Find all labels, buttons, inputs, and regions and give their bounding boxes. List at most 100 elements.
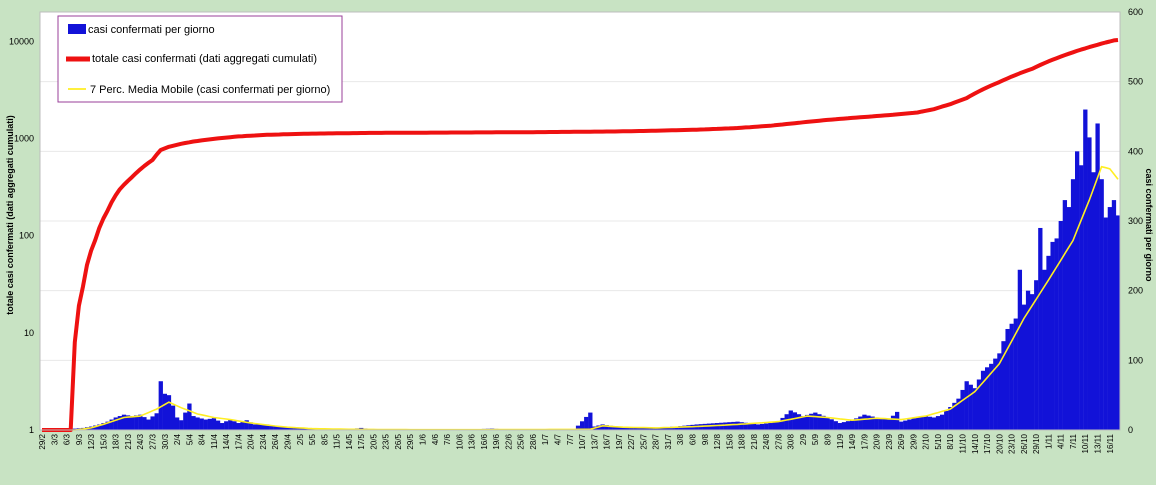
x-date-label-144: 22/7	[627, 433, 636, 449]
bar-day-63	[297, 428, 303, 430]
cumulative-layer	[42, 38, 1119, 432]
y-left-tick-0: 1	[29, 425, 34, 435]
x-date-label-204: 20/9	[873, 433, 882, 449]
x-date-label-126: 4/7	[554, 433, 563, 445]
bar-day-229	[976, 379, 982, 430]
x-date-label-111: 19/6	[492, 433, 501, 449]
bar-day-241	[1025, 290, 1031, 430]
bar-day-147	[641, 427, 646, 430]
y-left-tick-4: 10000	[9, 36, 34, 46]
bar-day-185	[796, 414, 802, 430]
bar-day-223	[952, 402, 957, 430]
bar-day-143	[625, 426, 630, 430]
bar-day-239	[1017, 269, 1023, 430]
x-date-label-153: 31/7	[664, 433, 673, 449]
x-date-label-33: 2/4	[173, 433, 182, 445]
bar-day-175	[755, 424, 761, 430]
bar-day-173	[747, 423, 753, 430]
bar-day-56	[269, 425, 274, 430]
bar-day-182	[784, 414, 789, 430]
bar-day-186	[800, 416, 806, 430]
bar-day-197	[845, 421, 851, 430]
bar-day-51	[248, 422, 253, 430]
bar-day-132	[580, 421, 585, 430]
bar-day-188	[809, 413, 814, 430]
bar-day-258	[1095, 123, 1100, 430]
bar-day-151	[657, 427, 663, 430]
legend: casi confermati per giorno totale casi c…	[57, 15, 343, 103]
x-date-label-165: 12/8	[713, 433, 722, 449]
bar-day-24	[138, 414, 143, 430]
x-date-label-72: 11/5	[333, 433, 342, 449]
bar-day-243	[1034, 280, 1039, 430]
x-date-label-9: 9/3	[75, 433, 84, 445]
x-date-label-30: 30/3	[161, 433, 170, 449]
x-date-label-189: 5/9	[811, 433, 820, 445]
moving-average-layer	[42, 165, 1119, 431]
bar-day-246	[1046, 255, 1051, 430]
x-date-label-222: 8/10	[946, 433, 955, 449]
bar-day-13	[93, 425, 98, 430]
bar-day-219	[935, 416, 941, 430]
bar-day-140	[612, 426, 618, 430]
bar-day-255	[1083, 109, 1088, 431]
bar-day-167	[723, 422, 728, 430]
bar-day-156	[678, 426, 683, 430]
bar-day-227	[968, 384, 973, 430]
x-date-label-159: 6/8	[689, 433, 698, 445]
y-right-tick-4: 400	[1128, 146, 1143, 156]
bar-day-205	[878, 418, 883, 430]
bar-day-44	[220, 423, 225, 430]
x-date-label-177: 24/8	[762, 433, 771, 449]
bar-day-55	[265, 424, 270, 430]
bar-day-29	[158, 381, 163, 430]
x-date-label-108: 16/6	[480, 433, 489, 449]
bar-day-174	[751, 423, 757, 430]
x-date-label-21: 21/3	[124, 433, 133, 449]
bar-day-32	[170, 405, 176, 430]
bar-day-191	[821, 415, 826, 430]
bar-day-204	[874, 417, 879, 430]
x-date-label-6: 6/3	[63, 433, 72, 445]
x-date-label-201: 17/9	[860, 433, 869, 449]
x-date-label-69: 8/5	[320, 433, 329, 445]
plot-frame	[39, 11, 1121, 431]
bar-day-148	[645, 427, 650, 430]
bar-day-250	[1062, 200, 1068, 430]
x-date-label-102: 10/6	[455, 433, 464, 449]
x-date-label-105: 13/6	[468, 433, 477, 449]
bar-day-194	[833, 421, 838, 430]
y-right-tick-1: 100	[1128, 355, 1143, 365]
bar-day-38	[195, 417, 200, 430]
bar-day-218	[931, 417, 937, 430]
x-date-label-243: 29/10	[1032, 433, 1041, 454]
bar-day-252	[1070, 179, 1076, 430]
bar-day-162	[702, 423, 708, 430]
bar-day-203	[870, 416, 875, 430]
x-date-label-81: 20/5	[369, 433, 378, 449]
bar-day-198	[850, 420, 855, 430]
x-date-label-207: 23/9	[885, 433, 894, 449]
bar-day-234	[997, 353, 1002, 430]
x-date-label-252: 7/11	[1069, 433, 1078, 449]
bar-day-39	[199, 418, 204, 430]
x-date-label-195: 11/9	[836, 433, 845, 449]
bar-day-217	[927, 416, 933, 430]
x-date-label-237: 23/10	[1008, 433, 1017, 454]
bar-day-215	[919, 416, 924, 430]
bar-day-139	[608, 425, 613, 430]
x-date-label-18: 18/3	[112, 433, 121, 449]
bar-day-183	[788, 410, 793, 430]
x-date-label-156: 3/8	[676, 433, 685, 445]
bar-day-253	[1075, 151, 1080, 431]
bar-day-133	[584, 416, 589, 430]
bar-day-247	[1050, 241, 1055, 430]
bar-day-155	[674, 426, 679, 430]
bar-day-221	[944, 410, 949, 430]
x-date-label-117: 25/6	[517, 433, 526, 449]
x-date-label-12: 12/3	[87, 433, 96, 449]
bar-day-207	[886, 419, 892, 430]
bar-day-202	[866, 415, 871, 430]
x-date-label-75: 14/5	[345, 433, 354, 449]
y-left-tick-3: 1000	[14, 133, 34, 143]
